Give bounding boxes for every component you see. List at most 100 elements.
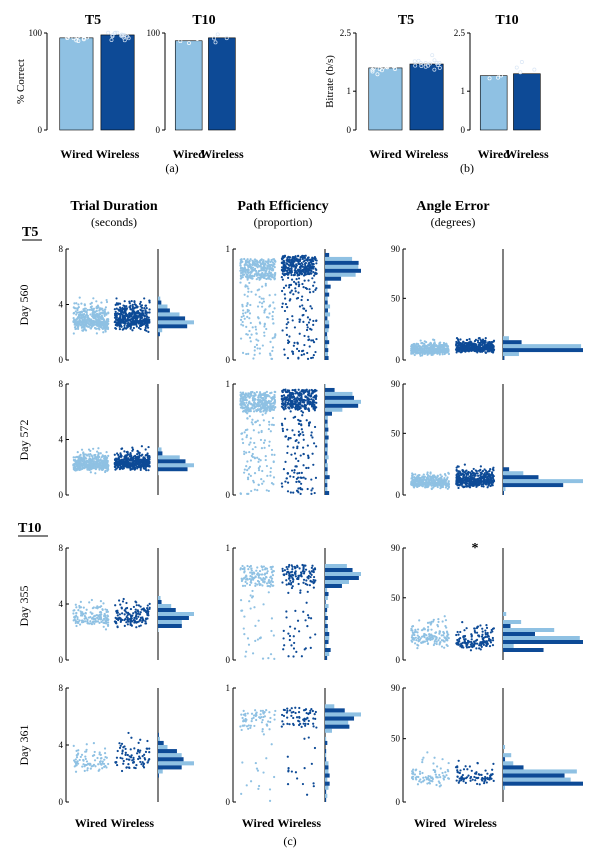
- scatter-r0-m0-point-wired: [104, 306, 108, 309]
- scatter-r1-m1-point-wired: [244, 393, 247, 396]
- scatter-r1-m0-point-wired: [90, 468, 93, 471]
- scatter-r1-m2-point-wired: [425, 480, 428, 483]
- scatter-r0-m0-point-wireless: [140, 304, 144, 307]
- scatter-r1-m0-point-wired: [96, 450, 99, 453]
- scatter-r1-m1-hist-bar-wired: [325, 463, 328, 468]
- scatter-r0-m1-point-wired: [246, 315, 249, 319]
- scatter-r0-m1-point-wired: [263, 311, 266, 314]
- scatter-r1-m1-point-wired: [251, 398, 255, 401]
- scatter-r1-m1-point-wireless: [308, 394, 311, 397]
- scatter-r0-m0-point-wired: [84, 314, 88, 317]
- scatter-r0-m0-point-wireless: [144, 304, 148, 307]
- scatter-r0-m1-point-wired: [255, 338, 258, 341]
- scatter-r0-m0-point-wireless: [114, 310, 117, 313]
- scatter-r1-m1-point-wired: [247, 473, 251, 476]
- scatter-r1-m1-point-wired: [257, 431, 260, 434]
- scatter-r0-m0-point-wired: [76, 308, 79, 312]
- scatter-r1-m0-point-wired: [87, 453, 90, 456]
- scatter-r0-m0-point-wireless: [115, 303, 118, 306]
- scatter-r0-m1-point-wired: [239, 263, 242, 267]
- scatter-r0-m0-point-wired: [95, 332, 98, 335]
- scatter-r0-m1-point-wireless: [293, 269, 296, 272]
- scatter-r0-m1-point-wireless: [312, 271, 315, 274]
- scatter-r0-m1-point-wireless: [314, 288, 317, 292]
- scatter-r0-m0-hist-bar-wireless: [158, 308, 170, 313]
- scatter-r1-m0-point-wired: [99, 452, 102, 455]
- scatter-r0-m1-point-wireless: [310, 307, 313, 310]
- scatter-r1-m2-point-wired: [443, 478, 446, 481]
- bar-chart-1-point: [195, 37, 200, 41]
- scatter-r0-m2-point-wireless: [458, 341, 461, 345]
- scatter-r1-m2-point-wireless: [477, 474, 480, 477]
- bar-chart-0-bar-wired: [59, 37, 94, 131]
- scatter-r1-m1-point-wired: [256, 456, 259, 459]
- scatter-r1-m2-point-wired: [416, 479, 419, 482]
- scatter-r0-m0-point-wireless: [139, 320, 143, 323]
- scatter-r0-m0-hist-bar-wired: [158, 296, 161, 301]
- scatter-r1-m1-point-wireless: [284, 407, 287, 410]
- scatter-r0-m0-point-wired: [98, 324, 102, 327]
- scatter-r0-m2-point-wired: [447, 349, 450, 352]
- scatter-r1-m1-point-wired: [271, 398, 274, 401]
- scatter-r0-m1-point-wired: [240, 323, 243, 326]
- bar-chart-2-point: [430, 53, 435, 58]
- scatter-r0-m1-hist-bar-wired: [325, 352, 328, 357]
- scatter-r0-m0-point-wired: [81, 329, 84, 332]
- scatter-r1-m1-point-wired: [240, 432, 243, 435]
- scatter-r1-m1-point-wireless: [282, 468, 286, 471]
- scatter-r0-m1-point-wireless: [284, 302, 288, 306]
- scatter-r0-m2-point-wireless: [490, 341, 493, 344]
- scatter-r0-m1-point-wired: [271, 315, 274, 318]
- scatter-r1-m1-point-wired: [269, 474, 272, 477]
- scatter-r1-m0-point-wired: [85, 457, 88, 460]
- bar-chart-0-point: [73, 33, 78, 38]
- scatter-r0-m0-point-wireless: [135, 325, 138, 328]
- scatter-r1-m1-point-wireless: [288, 389, 291, 392]
- scatter-r1-m1-point-wireless: [280, 482, 283, 485]
- scatter-r1-m2-point-wired: [411, 475, 414, 478]
- scatter-r1-m2-point-wired: [428, 482, 431, 486]
- scatter-r0-m0-point-wireless: [124, 312, 128, 315]
- scatter-r1-m1-point-wireless: [305, 419, 308, 422]
- scatter-r0-m1-point-wireless: [290, 273, 293, 277]
- bar-chart-2-point: [413, 63, 418, 68]
- scatter-r1-m1-hist-bar-wired: [325, 471, 328, 476]
- scatter-r0-m0-point-wired: [84, 329, 88, 332]
- scatter-r1-m1-point-wireless: [296, 445, 299, 448]
- scatter-r1-m2-ytick-label-0: 0: [396, 490, 401, 500]
- scatter-r0-m1-point-wired: [258, 265, 262, 268]
- scatter-r1-m2-point-wired: [426, 475, 429, 478]
- scatter-r0-m0-ytick-label-1: 4: [59, 300, 64, 310]
- scatter-r0-m1-point-wired: [247, 264, 251, 267]
- scatter-r0-m1-point-wireless: [310, 272, 313, 275]
- scatter-r1-m1-point-wired: [272, 460, 275, 463]
- scatter-r0-m1-point-wired: [262, 260, 265, 263]
- scatter-r0-m0-point-wired: [74, 327, 78, 330]
- scatter-r0-m1-point-wireless: [303, 259, 306, 262]
- scatter-r1-m1-point-wireless: [306, 444, 309, 447]
- scatter-r1-m1-point-wired: [247, 467, 250, 470]
- scatter-r0-m1-point-wireless: [307, 321, 311, 324]
- scatter-r1-m1-point-wired: [263, 446, 266, 449]
- scatter-r0-m2-point-wired: [421, 354, 424, 357]
- scatter-r0-m1-point-wired: [247, 287, 250, 290]
- scatter-r0-m1-point-wired: [272, 301, 275, 304]
- scatter-r0-m1-point-wired: [258, 261, 261, 264]
- scatter-r1-m1-point-wired: [248, 396, 251, 399]
- scatter-r1-m1-point-wired: [254, 445, 257, 449]
- scatter-r1-m2-point-wired: [417, 474, 420, 477]
- scatter-r0-m0-point-wireless: [123, 320, 126, 323]
- scatter-r1-m1-point-wireless: [286, 472, 289, 475]
- scatter-r0-m1-point-wired: [244, 261, 248, 265]
- scatter-r1-m0-point-wired: [105, 467, 108, 470]
- scatter-r0-m1-point-wired: [248, 336, 252, 339]
- scatter-r0-m2-point-wired: [426, 350, 429, 353]
- scatter-r1-m0-point-wireless: [148, 458, 151, 461]
- scatter-r1-m1-point-wireless: [302, 476, 305, 479]
- scatter-r0-m0-point-wired: [105, 321, 108, 324]
- scatter-r0-m0-point-wireless: [135, 319, 138, 323]
- scatter-r1-m0-point-wired: [107, 464, 110, 468]
- scatter-r0-m1-point-wired: [239, 281, 242, 284]
- scatter-r0-m1-point-wired: [258, 321, 261, 324]
